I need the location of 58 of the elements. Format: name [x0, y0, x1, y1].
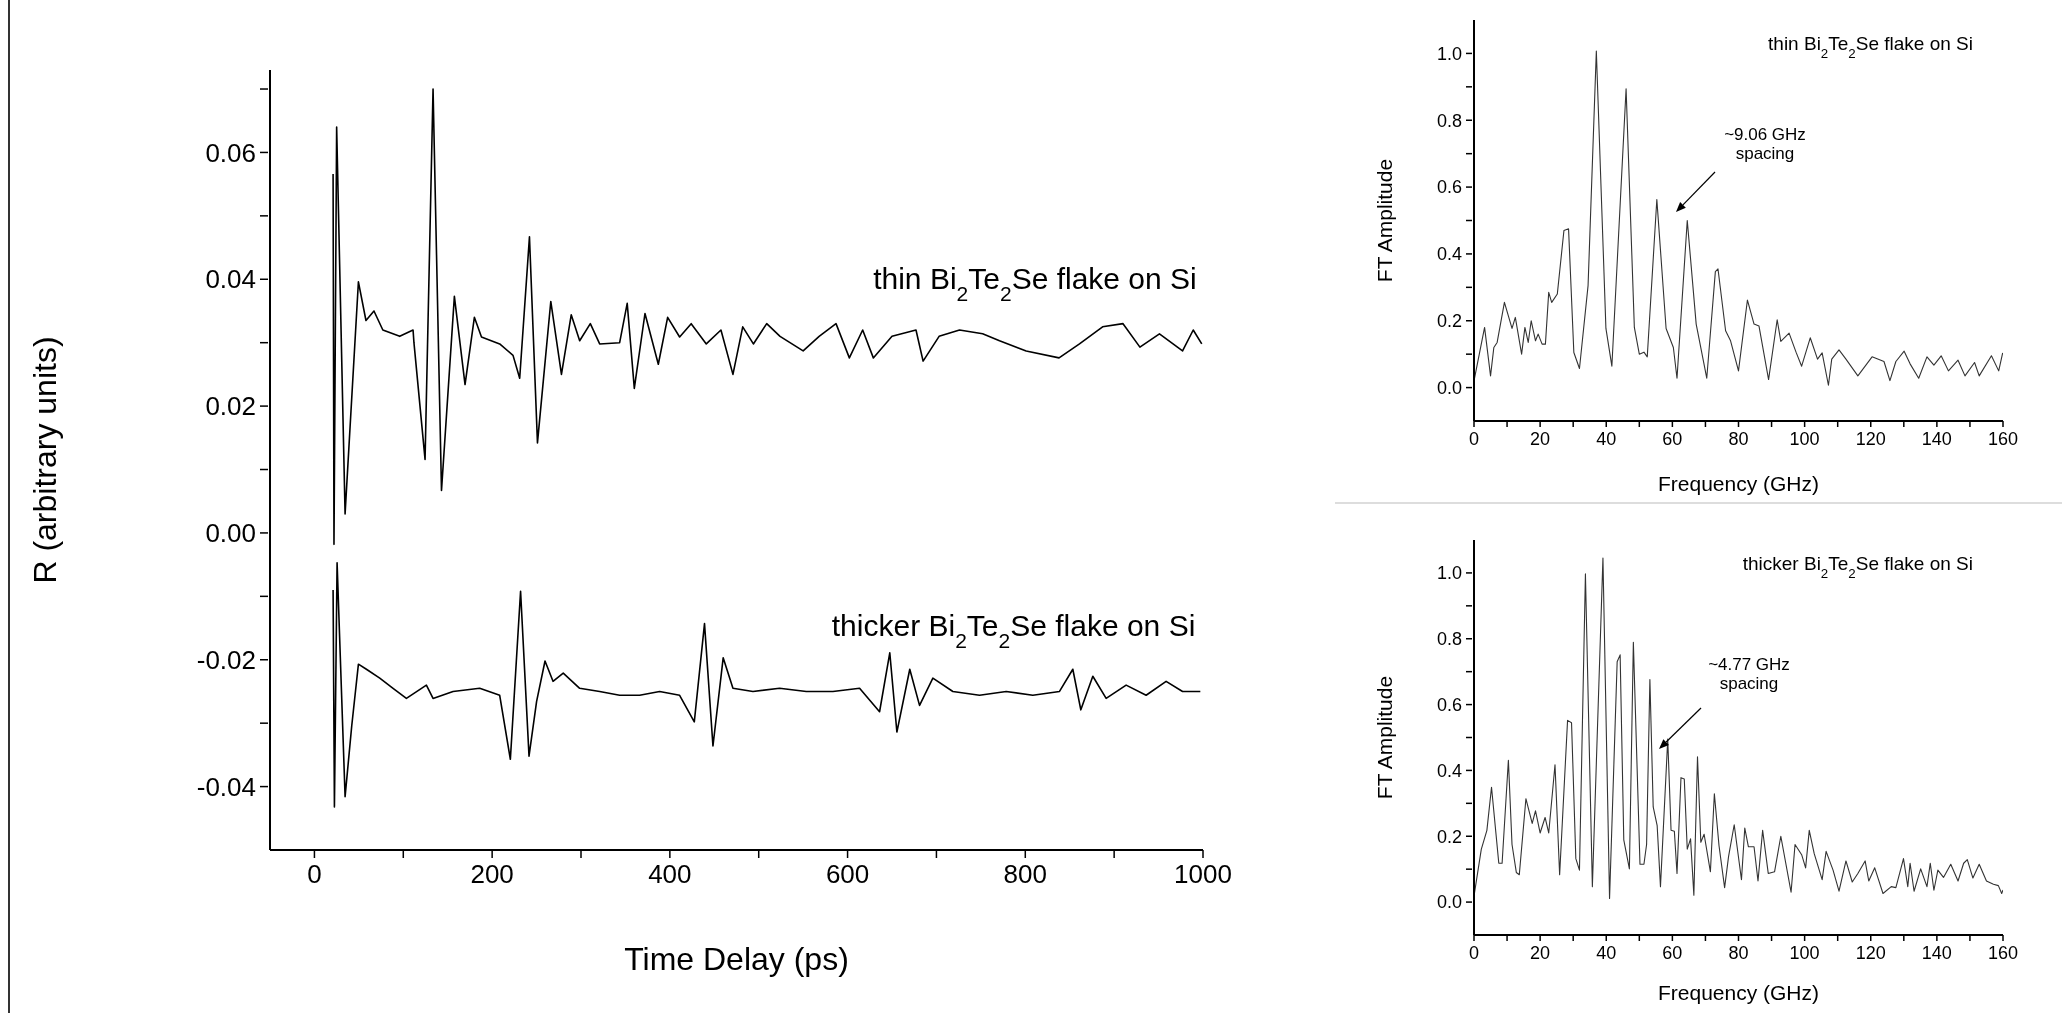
y-tick-label: 0.0 — [1436, 892, 1462, 913]
line-series — [332, 88, 1203, 546]
y-tick-label: 0.8 — [1436, 110, 1462, 131]
annotation: ~9.06 GHz spacing — [1724, 125, 1806, 163]
y-tick-label: 0.4 — [1436, 244, 1462, 265]
x-tick-label: 20 — [1530, 429, 1551, 450]
line-series — [1474, 557, 2003, 900]
y-tick-label: 1.0 — [1436, 43, 1462, 64]
x-tick-label: 40 — [1596, 943, 1617, 964]
x-tick-label: 1000 — [1174, 858, 1232, 889]
series-label: thicker Bi$_{2}$Te$_{2}$Se flake on Si — [831, 609, 1196, 652]
y-axis-title: FT Amplitude — [1373, 675, 1397, 800]
y-tick-label: -0.04 — [196, 771, 256, 802]
x-tick-label: 40 — [1596, 429, 1617, 450]
y-tick-label: 0.06 — [205, 137, 256, 168]
y-tick-label: 0.00 — [205, 518, 256, 549]
x-tick-label: 60 — [1662, 429, 1683, 450]
x-axis-title: Frequency (GHz) — [1657, 981, 1820, 1004]
y-axis-title: R (arbitrary units) — [27, 336, 64, 584]
x-tick-label: 120 — [1855, 429, 1886, 450]
x-tick-label: 800 — [1003, 858, 1047, 889]
x-tick-label: 140 — [1921, 429, 1952, 450]
y-tick-label: 0.6 — [1436, 694, 1462, 715]
x-tick-label: 0 — [307, 858, 322, 889]
y-tick-label: 0.6 — [1436, 177, 1462, 198]
line-series — [1474, 50, 2003, 386]
x-axis-title: Time Delay (ps) — [624, 941, 849, 977]
y-tick-label: 0.04 — [205, 264, 256, 295]
y-tick-label: 0.02 — [205, 391, 256, 422]
x-axis-title: Frequency (GHz) — [1657, 472, 1820, 495]
x-tick-label: 100 — [1789, 943, 1820, 964]
y-tick-label: 0.8 — [1436, 629, 1462, 650]
x-tick-label: 160 — [1987, 429, 2019, 450]
annotation: ~4.77 GHz spacing — [1708, 655, 1790, 693]
x-tick-label: 0 — [1468, 429, 1480, 450]
text: thicker Bi$_{2}$Te$_{2}$Se flake on Si — [1742, 553, 1973, 581]
x-tick-label: 400 — [648, 858, 692, 889]
line-series — [332, 561, 1202, 808]
x-tick-label: 100 — [1789, 429, 1820, 450]
y-tick-label: 0.2 — [1436, 826, 1462, 847]
x-tick-label: 120 — [1855, 943, 1886, 964]
x-tick-label: 160 — [1987, 943, 2019, 964]
y-tick-label: -0.02 — [196, 644, 256, 675]
y-tick-label: 0.2 — [1436, 311, 1462, 332]
y-tick-label: 0.4 — [1436, 760, 1462, 781]
x-tick-label: 600 — [825, 858, 870, 889]
y-tick-label: 0.0 — [1436, 377, 1462, 398]
x-tick-label: 0 — [1468, 943, 1480, 964]
text: thin Bi$_{2}$Te$_{2}$Se flake on Si — [1768, 33, 1973, 61]
x-tick-label: 80 — [1728, 429, 1749, 450]
y-tick-label: 1.0 — [1436, 563, 1462, 584]
x-tick-label: 60 — [1662, 943, 1683, 964]
series-label: thin Bi$_{2}$Te$_{2}$Se flake on Si — [873, 261, 1197, 305]
y-axis-title: FT Amplitude — [1373, 158, 1397, 283]
x-tick-label: 20 — [1530, 943, 1551, 964]
x-tick-label: 80 — [1728, 943, 1749, 964]
x-tick-label: 140 — [1921, 943, 1952, 964]
x-tick-label: 200 — [470, 858, 514, 889]
